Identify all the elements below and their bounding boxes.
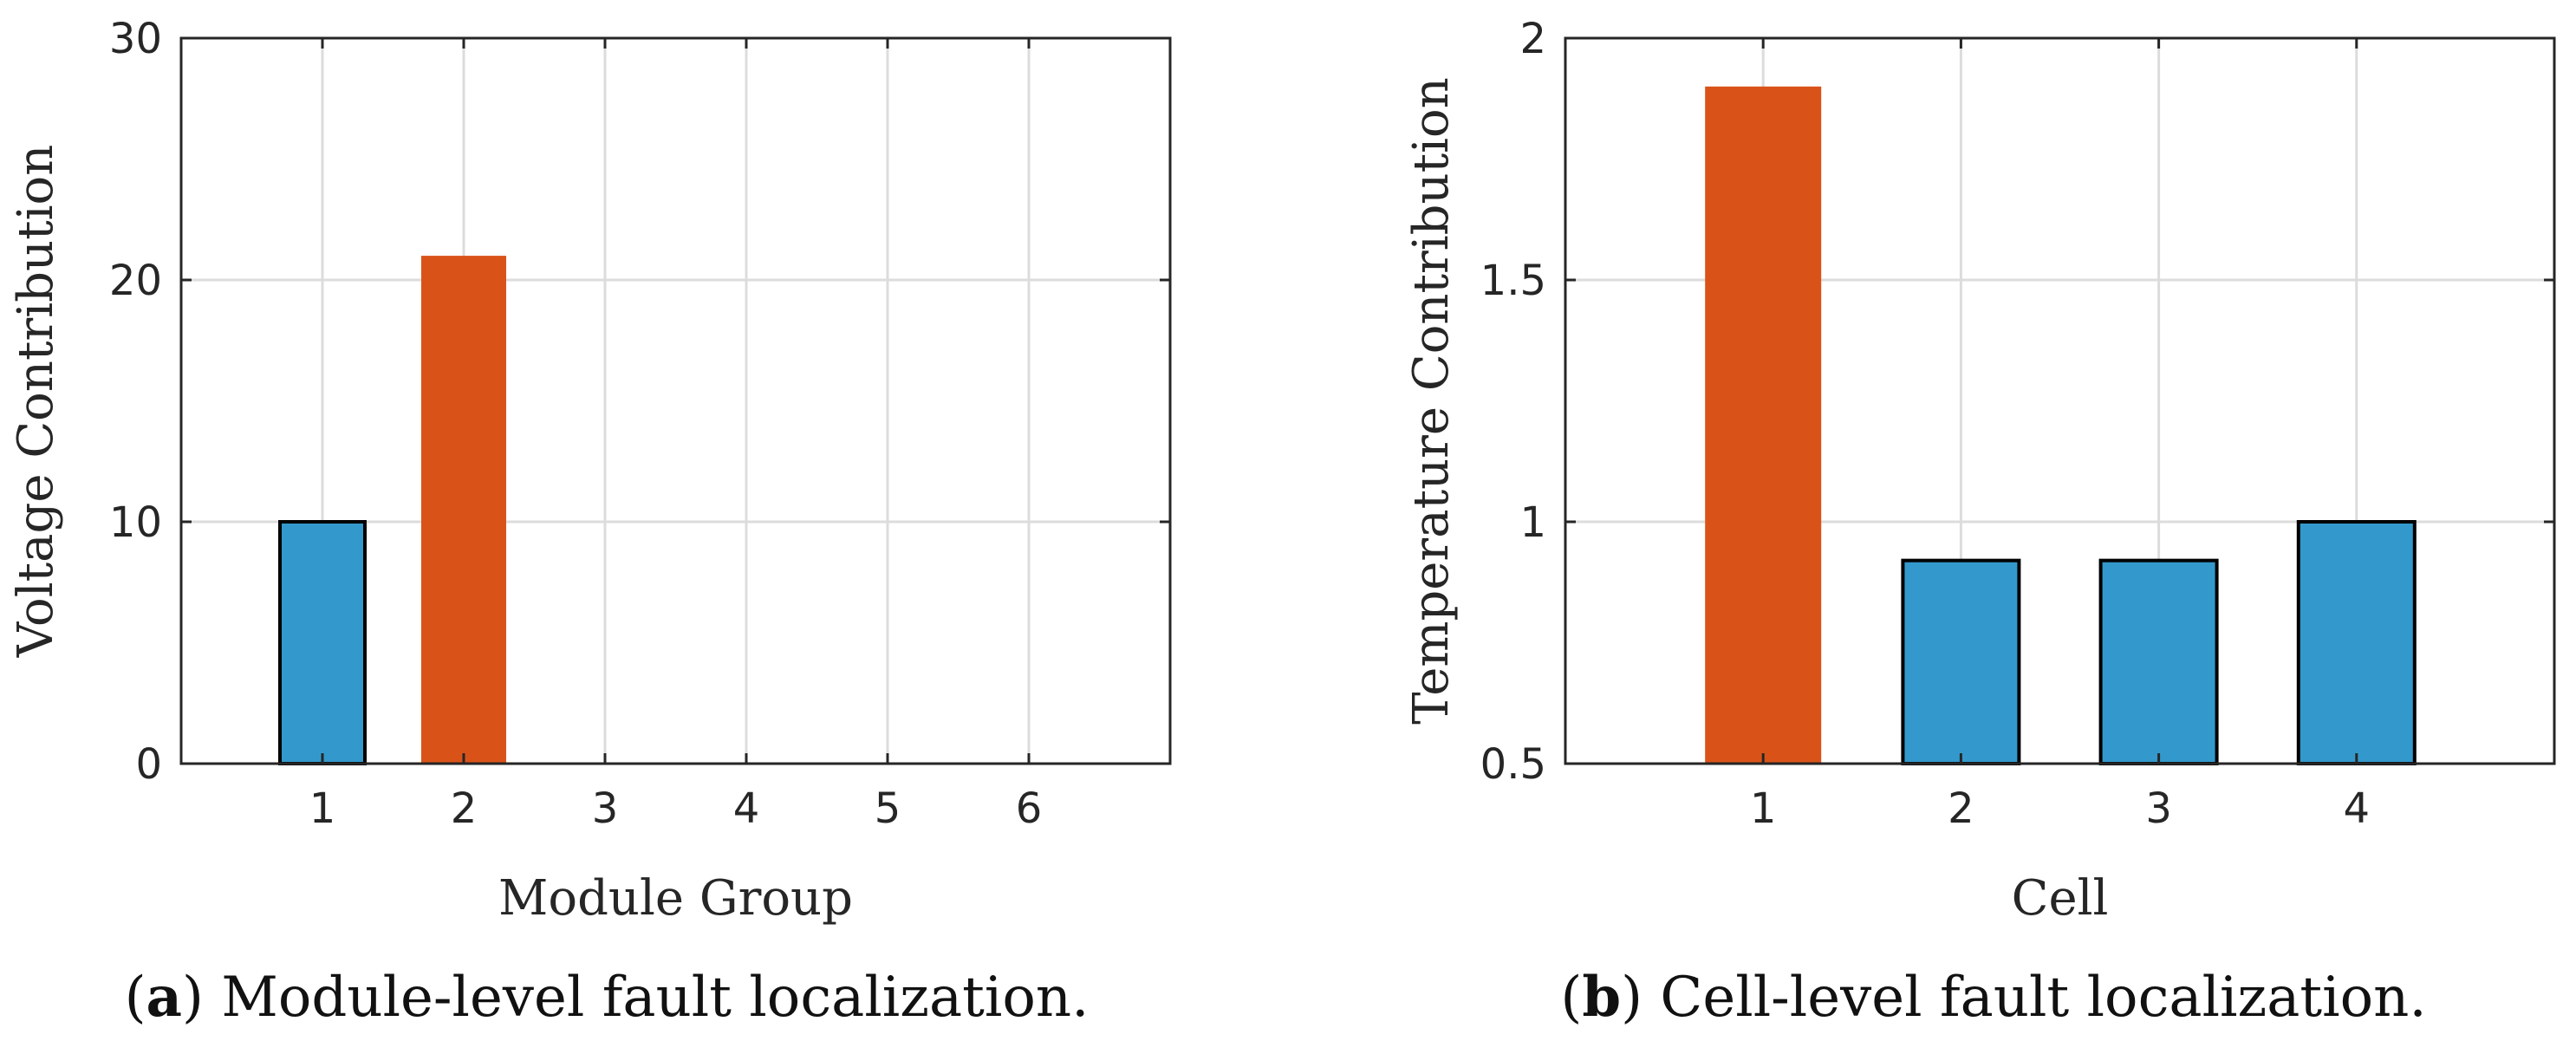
x-tick-label: 6 [1016,784,1043,833]
x-tick-label: 4 [733,784,760,833]
panel-b-cell-level: 0.5 1 1.5 2 1 2 3 4 Cell Temperature Contribution [1403,15,2556,927]
axes-box [1564,36,2556,765]
y-tick-label: 20 [109,257,162,305]
bar-2-fault [421,256,506,764]
caption-b: (b) Cell-level fault localization. [1560,965,2426,1030]
caption-b-letter: b [1582,965,1621,1030]
caption-b-text: ) Cell-level fault localization. [1621,966,2427,1030]
x-tick-label: 4 [2344,784,2371,833]
y-tick-label: 10 [109,498,162,547]
caption-a-letter: a [146,965,182,1030]
y-tick-label: 30 [109,15,162,63]
x-tick-label: 1 [309,784,336,833]
bar-1 [278,520,367,765]
bar-2 [1901,558,2021,766]
bar-3 [2098,558,2219,766]
y-tick-label: 0 [135,740,162,789]
x-axis-label: Cell [2012,870,2109,927]
x-tick-label: 3 [2145,784,2172,833]
caption-a: (a) Module-level fault localization. [125,965,1090,1030]
x-tick-label: 2 [1948,784,1974,833]
y-tick-label: 1 [1519,498,1546,547]
y-axis-label: Voltage Contribution [8,145,64,659]
panel-a-module-level: 0 10 20 30 1 2 3 4 5 6 Module Group Voltage Contrib… [8,15,1172,927]
x-tick-label: 2 [451,784,478,833]
caption-a-text: ) Module-level fault localization. [182,966,1089,1030]
y-tick-label: 1.5 [1480,257,1546,305]
x-tick-label: 3 [592,784,619,833]
y-axis-label: Temperature Contribution [1403,77,1460,725]
y-tick-label: 0.5 [1480,740,1546,789]
bar-4 [2296,520,2417,765]
x-tick-label: 5 [875,784,901,833]
x-axis-label: Module Group [498,870,853,927]
axes-box [179,36,1172,765]
bar-1-fault [1705,86,1822,764]
y-tick-label: 2 [1519,15,1546,63]
x-tick-label: 1 [1750,784,1777,833]
